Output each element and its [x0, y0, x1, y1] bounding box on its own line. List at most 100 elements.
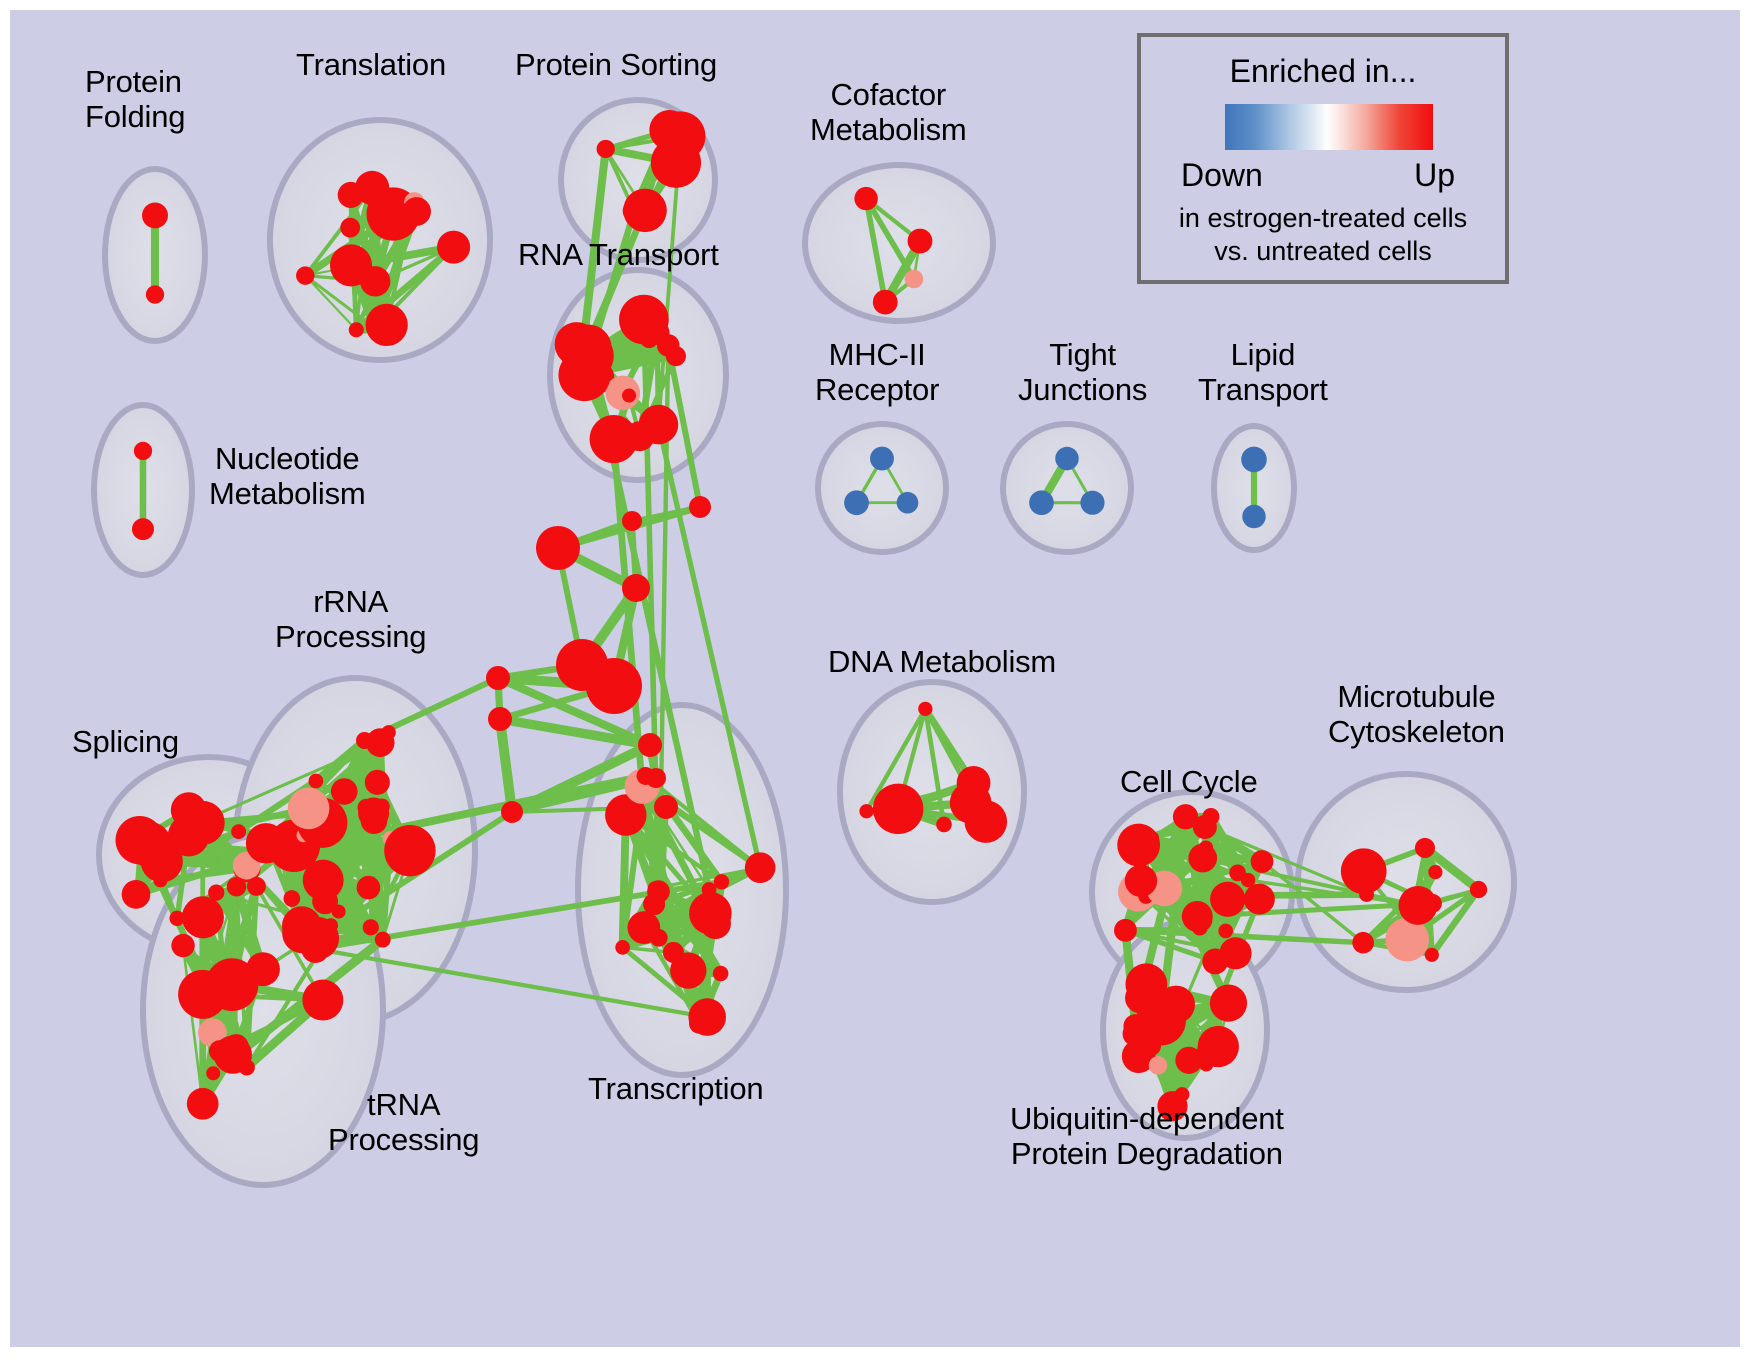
network-node[interactable]: [638, 404, 679, 445]
network-node[interactable]: [181, 896, 224, 939]
network-node[interactable]: [605, 794, 647, 836]
network-node[interactable]: [180, 800, 225, 845]
network-node[interactable]: [1202, 948, 1229, 975]
network-node[interactable]: [623, 188, 667, 233]
network-node[interactable]: [206, 1066, 221, 1081]
network-node-bridge[interactable]: [689, 496, 711, 518]
network-node[interactable]: [1162, 988, 1177, 1003]
network-node-bridge[interactable]: [586, 658, 642, 714]
network-node[interactable]: [302, 859, 344, 901]
network-node[interactable]: [337, 181, 364, 208]
network-node[interactable]: [1250, 850, 1274, 873]
network-node-bridge[interactable]: [486, 666, 510, 690]
network-node[interactable]: [362, 919, 379, 936]
network-node[interactable]: [569, 345, 595, 371]
network-node[interactable]: [374, 931, 391, 948]
network-node[interactable]: [331, 904, 346, 919]
network-node-bridge[interactable]: [654, 795, 678, 819]
network-node[interactable]: [302, 979, 344, 1021]
network-node-bridge[interactable]: [638, 733, 662, 757]
network-node[interactable]: [744, 852, 776, 883]
network-node[interactable]: [859, 804, 874, 819]
network-node[interactable]: [596, 139, 615, 159]
network-node[interactable]: [1117, 823, 1161, 867]
network-node-bridge[interactable]: [622, 574, 650, 602]
network-node[interactable]: [647, 880, 670, 903]
network-node[interactable]: [348, 322, 364, 338]
network-node[interactable]: [1352, 931, 1374, 954]
network-node[interactable]: [340, 217, 361, 238]
network-node[interactable]: [208, 884, 225, 901]
network-node[interactable]: [374, 798, 390, 815]
network-node[interactable]: [283, 890, 301, 907]
network-node[interactable]: [949, 781, 992, 824]
network-node[interactable]: [896, 491, 919, 514]
network-node[interactable]: [142, 202, 168, 229]
network-node[interactable]: [872, 783, 924, 835]
network-node[interactable]: [245, 823, 287, 864]
network-node[interactable]: [936, 816, 952, 833]
network-node[interactable]: [1398, 885, 1438, 925]
network-node[interactable]: [1080, 490, 1105, 515]
network-node[interactable]: [870, 446, 894, 471]
network-node[interactable]: [1172, 804, 1199, 830]
network-node[interactable]: [178, 969, 228, 1019]
network-node[interactable]: [384, 824, 436, 877]
network-node[interactable]: [246, 952, 280, 987]
network-node[interactable]: [1424, 947, 1439, 962]
network-node[interactable]: [688, 998, 727, 1036]
network-node[interactable]: [1210, 881, 1246, 917]
network-node[interactable]: [622, 388, 637, 403]
network-node[interactable]: [308, 773, 324, 789]
network-node[interactable]: [1202, 808, 1220, 826]
network-node[interactable]: [589, 415, 638, 464]
network-node[interactable]: [287, 787, 330, 830]
network-node[interactable]: [1122, 1021, 1148, 1047]
network-node[interactable]: [198, 1018, 227, 1047]
network-node[interactable]: [854, 186, 878, 211]
network-node[interactable]: [171, 933, 195, 958]
network-node[interactable]: [644, 320, 670, 345]
network-node[interactable]: [1241, 446, 1267, 473]
network-node[interactable]: [1055, 446, 1079, 471]
network-node[interactable]: [208, 1040, 231, 1063]
network-node[interactable]: [615, 940, 630, 955]
network-node-bridge[interactable]: [488, 707, 512, 731]
network-node-bridge[interactable]: [536, 526, 580, 570]
network-node[interactable]: [670, 952, 707, 989]
network-node[interactable]: [1188, 843, 1218, 873]
network-node[interactable]: [145, 285, 165, 304]
network-node[interactable]: [1142, 829, 1157, 844]
network-node[interactable]: [121, 880, 151, 909]
network-node-bridge[interactable]: [622, 511, 642, 531]
network-node[interactable]: [918, 701, 933, 716]
network-node[interactable]: [1469, 880, 1488, 899]
network-node[interactable]: [1243, 883, 1275, 915]
network-node[interactable]: [627, 911, 661, 945]
network-node[interactable]: [402, 197, 431, 226]
network-node[interactable]: [1157, 1091, 1188, 1122]
network-node[interactable]: [323, 918, 339, 933]
network-node[interactable]: [713, 874, 730, 890]
network-node[interactable]: [186, 1087, 219, 1120]
network-node[interactable]: [904, 269, 924, 289]
network-node-bridge[interactable]: [501, 801, 523, 823]
network-node[interactable]: [1125, 963, 1168, 1006]
network-node[interactable]: [132, 518, 154, 541]
network-node[interactable]: [665, 346, 686, 367]
network-node[interactable]: [365, 303, 408, 347]
network-node[interactable]: [1385, 917, 1430, 962]
network-node[interactable]: [1428, 865, 1443, 880]
network-node[interactable]: [296, 266, 315, 285]
network-node[interactable]: [844, 490, 869, 516]
network-node[interactable]: [1218, 923, 1234, 939]
network-node[interactable]: [1229, 864, 1246, 882]
network-node[interactable]: [1181, 900, 1213, 932]
network-node[interactable]: [169, 910, 185, 927]
network-node[interactable]: [1209, 984, 1248, 1022]
network-node[interactable]: [907, 228, 933, 254]
network-node[interactable]: [1175, 1046, 1203, 1074]
network-node[interactable]: [650, 137, 702, 188]
network-node[interactable]: [1242, 504, 1266, 529]
network-node[interactable]: [1340, 848, 1387, 895]
